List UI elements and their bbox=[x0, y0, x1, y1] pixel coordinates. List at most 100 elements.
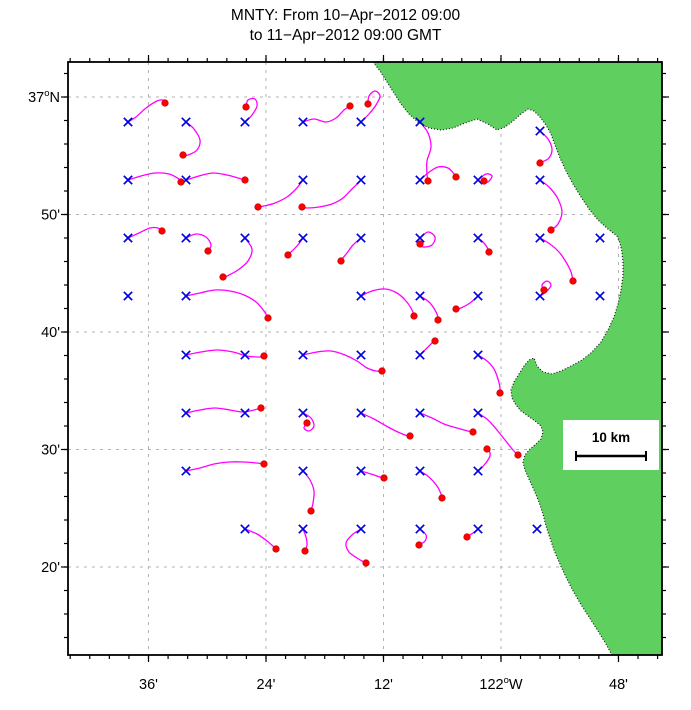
end-marker-dot bbox=[452, 305, 460, 313]
start-marker-x bbox=[535, 233, 545, 243]
end-marker-dot bbox=[362, 559, 370, 567]
end-marker-dot bbox=[514, 451, 522, 459]
trajectory-layer bbox=[127, 90, 574, 564]
x-tick-label: 36' bbox=[139, 677, 158, 693]
axis-labels: 37oN 50' 40' 30' 20' 36' 24' 12' 122oW 48' bbox=[28, 88, 628, 693]
trajectory-path bbox=[360, 90, 381, 123]
end-marker-dot bbox=[536, 159, 544, 167]
y-tick-label: 40' bbox=[41, 325, 60, 341]
end-marker-dot bbox=[496, 389, 504, 397]
start-marker-x bbox=[123, 175, 133, 185]
trajectory-path bbox=[302, 470, 315, 512]
start-marker-x bbox=[356, 175, 366, 185]
start-marker-x bbox=[298, 350, 308, 360]
start-marker-x bbox=[415, 408, 425, 418]
start-marker-x bbox=[181, 466, 191, 476]
end-marker-dot bbox=[204, 247, 212, 255]
trajectory-path bbox=[419, 121, 432, 182]
start-marker-x bbox=[356, 233, 366, 243]
end-marker-dot bbox=[540, 286, 548, 294]
start-marker-x bbox=[473, 350, 483, 360]
end-marker-dot bbox=[547, 226, 555, 234]
end-marker-dot bbox=[264, 314, 272, 322]
trajectory-path bbox=[477, 412, 519, 456]
trajectory-path bbox=[539, 237, 574, 282]
end-marker-dot bbox=[431, 337, 439, 345]
start-marker-x bbox=[415, 291, 425, 301]
start-marker-x bbox=[181, 408, 191, 418]
start-marker-x bbox=[298, 466, 308, 476]
end-marker-dot bbox=[301, 547, 309, 555]
trajectory-path bbox=[127, 172, 182, 183]
trajectory-path bbox=[257, 179, 304, 208]
start-marker-x bbox=[298, 175, 308, 185]
start-marker-x bbox=[415, 350, 425, 360]
start-marker-x bbox=[356, 466, 366, 476]
end-marker-dot bbox=[257, 404, 265, 412]
start-marker-x bbox=[535, 126, 545, 136]
start-marker-x bbox=[123, 233, 133, 243]
end-marker-dot bbox=[254, 203, 262, 211]
start-marker-x bbox=[595, 233, 605, 243]
start-marker-x bbox=[535, 175, 545, 185]
start-marker-x bbox=[240, 350, 250, 360]
trajectory-path bbox=[360, 412, 411, 437]
trajectory-path bbox=[302, 412, 315, 432]
trajectory-path bbox=[419, 165, 457, 181]
start-marker-x bbox=[356, 117, 366, 127]
trajectory-path bbox=[419, 412, 474, 433]
trajectory-path bbox=[302, 105, 351, 123]
trajectory-path bbox=[301, 179, 362, 209]
trajectory-path bbox=[222, 237, 253, 278]
end-marker-dot bbox=[242, 103, 250, 111]
figure-title-line1: MNTY: From 10−Apr−2012 09:00 bbox=[230, 7, 461, 24]
start-marker-x bbox=[415, 524, 425, 534]
trajectory-path bbox=[185, 461, 265, 472]
end-marker-dot bbox=[260, 352, 268, 360]
scale-bar: 10 km bbox=[563, 420, 659, 470]
end-marker-dot bbox=[463, 533, 471, 541]
trajectory-path bbox=[345, 528, 367, 564]
start-marker-x bbox=[298, 233, 308, 243]
start-marker-x bbox=[181, 117, 191, 127]
start-marker-x bbox=[298, 117, 308, 127]
marker-layer bbox=[123, 99, 605, 567]
start-marker-x bbox=[240, 233, 250, 243]
end-marker-dot bbox=[438, 494, 446, 502]
start-marker-x bbox=[595, 291, 605, 301]
start-marker-x bbox=[240, 117, 250, 127]
start-marker-x bbox=[356, 291, 366, 301]
trajectory-path bbox=[185, 349, 265, 358]
end-marker-dot bbox=[483, 445, 491, 453]
scale-bar-label: 10 km bbox=[592, 430, 630, 445]
trajectory-path bbox=[182, 121, 201, 157]
end-marker-dot bbox=[380, 474, 388, 482]
x-tick-label: 12' bbox=[374, 677, 393, 693]
end-marker-dot bbox=[410, 312, 418, 320]
start-marker-x bbox=[415, 466, 425, 476]
start-marker-x bbox=[473, 524, 483, 534]
y-tick-label: 50' bbox=[41, 208, 60, 224]
end-marker-dot bbox=[452, 173, 460, 181]
start-marker-x bbox=[356, 524, 366, 534]
trajectory-path bbox=[244, 528, 277, 550]
x-tick-label: 24' bbox=[257, 677, 276, 693]
start-marker-x bbox=[181, 233, 191, 243]
end-marker-dot bbox=[346, 102, 354, 110]
x-tick-label: 122oW bbox=[479, 675, 523, 693]
start-marker-x bbox=[181, 350, 191, 360]
trajectory-path bbox=[455, 295, 479, 310]
trajectory-path bbox=[244, 97, 258, 123]
end-marker-dot bbox=[569, 277, 577, 285]
start-marker-x bbox=[473, 291, 483, 301]
trajectory-path bbox=[185, 233, 212, 252]
end-marker-dot bbox=[298, 203, 306, 211]
end-marker-dot bbox=[415, 541, 423, 549]
start-marker-x bbox=[415, 117, 425, 127]
y-tick-label: 30' bbox=[41, 443, 60, 459]
end-marker-dot bbox=[284, 251, 292, 259]
scale-bar-patch bbox=[563, 420, 659, 470]
plot-frame bbox=[67, 61, 663, 656]
